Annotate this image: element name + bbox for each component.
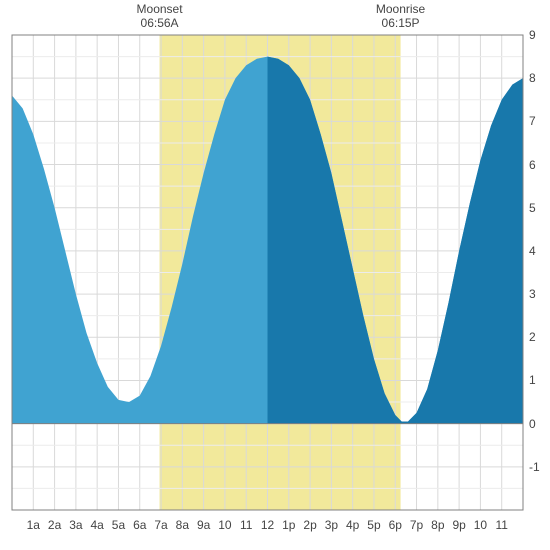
moonset-title: Moonset — [130, 2, 190, 16]
y-tick-label: 4 — [529, 244, 549, 258]
x-tick-label: 9p — [452, 518, 465, 532]
moonset-annotation: Moonset 06:56A — [130, 2, 190, 31]
x-tick-label: 10 — [474, 518, 487, 532]
x-tick-label: 6a — [133, 518, 146, 532]
moonrise-time: 06:15P — [371, 16, 431, 30]
x-tick-label: 9a — [197, 518, 210, 532]
y-tick-label: 3 — [529, 287, 549, 301]
tide-chart — [0, 0, 550, 550]
x-tick-label: 7p — [410, 518, 423, 532]
y-tick-label: 1 — [529, 373, 549, 387]
x-tick-label: 11 — [495, 518, 507, 532]
y-tick-label: 7 — [529, 114, 549, 128]
y-tick-label: 0 — [529, 417, 549, 431]
x-tick-label: 3a — [69, 518, 82, 532]
y-tick-label: 2 — [529, 330, 549, 344]
x-tick-label: 10 — [218, 518, 231, 532]
x-tick-label: 2a — [48, 518, 61, 532]
y-tick-label: 9 — [529, 28, 549, 42]
x-tick-label: 11 — [240, 518, 252, 532]
y-tick-label: 5 — [529, 201, 549, 215]
x-tick-label: 7a — [154, 518, 167, 532]
y-tick-label: 8 — [529, 71, 549, 85]
x-tick-label: 3p — [325, 518, 338, 532]
y-tick-label: 6 — [529, 158, 549, 172]
x-tick-label: 4a — [90, 518, 103, 532]
x-tick-label: 1p — [282, 518, 295, 532]
x-tick-label: 8p — [431, 518, 444, 532]
x-tick-label: 8a — [176, 518, 189, 532]
x-tick-label: 1a — [27, 518, 40, 532]
moonset-time: 06:56A — [130, 16, 190, 30]
y-tick-label: -1 — [529, 460, 549, 474]
x-tick-label: 2p — [303, 518, 316, 532]
moonrise-annotation: Moonrise 06:15P — [371, 2, 431, 31]
x-tick-label: 4p — [346, 518, 359, 532]
moonrise-title: Moonrise — [371, 2, 431, 16]
x-tick-label: 6p — [389, 518, 402, 532]
x-tick-label: 12 — [261, 518, 274, 532]
x-tick-label: 5p — [367, 518, 380, 532]
x-tick-label: 5a — [112, 518, 125, 532]
